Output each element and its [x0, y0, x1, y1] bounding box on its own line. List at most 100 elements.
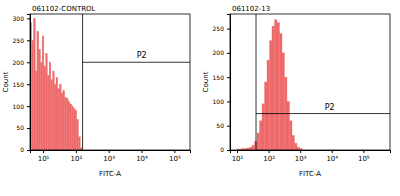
histogram-bar [49, 62, 51, 150]
x-tick-label: 10⁵ [169, 155, 181, 163]
histogram-bar [68, 102, 70, 150]
x-tick-mark [109, 150, 110, 153]
histogram-bar [297, 147, 300, 150]
x-tick: 10⁵ [169, 150, 181, 163]
histogram-bar [51, 80, 53, 150]
x-tick: 10¹ [232, 150, 244, 163]
histogram-bar [61, 93, 63, 150]
x-tick: 10² [71, 150, 83, 163]
x-tick-mark [269, 150, 270, 153]
x-tick-mark [43, 150, 44, 153]
x-tick-label: 10¹ [38, 155, 50, 163]
histogram-bar [70, 104, 72, 150]
gate-label: P2 [325, 103, 335, 112]
y-tick: 250 [213, 25, 230, 32]
histogram-bar [40, 62, 42, 150]
y-tick: 0 [20, 146, 30, 153]
y-tick-label: 300 [13, 15, 25, 22]
y-tick-label: 200 [213, 49, 225, 56]
histogram-bar [252, 145, 254, 150]
histogram-bar [282, 53, 284, 150]
x-axis: 10¹10²10³10⁴10⁵ [31, 150, 191, 163]
histogram-bar [287, 101, 290, 150]
histogram-bar [33, 18, 35, 150]
x-tick-label: 10² [263, 155, 275, 163]
histogram-bar [280, 33, 282, 150]
y-axis: 050100150200250300 [13, 15, 31, 154]
plot-area [30, 14, 190, 150]
y-tick-label: 200 [13, 59, 25, 66]
y-tick: 100 [213, 98, 230, 105]
y-tick-mark [27, 128, 30, 129]
histogram-bar [56, 78, 58, 150]
y-tick-mark [27, 62, 30, 63]
figure: P2 10¹ 10² 10³ 10⁴ 10⁵ 0 50 100 150 200 250 300 06110… [0, 0, 400, 196]
y-tick-label: 50 [216, 122, 224, 129]
histogram-bar [54, 84, 56, 150]
y-tick-label: 0 [220, 146, 224, 153]
y-tick-label: 250 [213, 25, 225, 32]
x-axis-line [31, 151, 191, 154]
y-axis-line [227, 15, 231, 151]
y-tick-mark [27, 106, 30, 107]
histogram-bar [277, 23, 280, 150]
gate-line [256, 14, 257, 150]
histogram-bar [260, 121, 262, 150]
histogram-bar [295, 143, 298, 150]
y-tick: 100 [13, 103, 30, 110]
x-tick: 10⁴ [136, 150, 148, 163]
histogram-bar [44, 67, 46, 150]
x-tick-mark [300, 150, 301, 153]
gate-line [256, 113, 390, 114]
y-axis: 0 50 100 150 200 250 [213, 15, 231, 154]
gate-label: P2 [137, 51, 147, 60]
histogram-bar [59, 84, 61, 150]
histogram-bar [265, 82, 268, 150]
x-tick-label: 10² [71, 155, 83, 163]
histogram-bar [75, 111, 77, 150]
y-tick-label: 0 [20, 146, 24, 153]
y-tick-mark [27, 40, 30, 41]
histogram-bar [58, 89, 60, 150]
y-axis-title: Count [2, 71, 10, 92]
y-tick-label: 50 [16, 124, 24, 131]
y-tick: 300 [13, 15, 30, 22]
y-tick-mark [227, 150, 230, 151]
x-tick-label: 10⁵ [358, 155, 370, 163]
gate-line [82, 14, 83, 150]
y-tick-mark [27, 18, 30, 19]
y-tick-mark [227, 29, 230, 30]
y-tick: 250 [13, 37, 30, 44]
panel: P210¹10²10³10⁴10⁵05010015020025030006110… [2, 5, 191, 178]
gate-line [83, 62, 190, 63]
x-axis-title: FITC-A [99, 170, 121, 178]
x-tick: 10⁵ [358, 150, 370, 163]
x-tick-mark [332, 150, 333, 153]
plot-area [237, 14, 390, 150]
x-tick-label: 10⁴ [136, 155, 148, 163]
histogram-bar [257, 133, 260, 150]
histogram-bar [39, 49, 41, 150]
x-axis: 10¹ 10² 10³ 10⁴ 10⁵ [231, 150, 391, 163]
histogram-bar [65, 97, 67, 150]
histogram-bar [290, 121, 293, 150]
chart-title: 061102-CONTROL [32, 5, 96, 13]
histogram-bar [275, 20, 278, 150]
x-tick-label: 10³ [295, 155, 307, 163]
histogram-bar [73, 108, 75, 150]
histogram-bar [78, 137, 80, 150]
y-axis-title: Count [202, 71, 210, 92]
histogram-bar [35, 71, 37, 150]
x-tick-mark [76, 150, 77, 153]
histogram-bar [267, 60, 269, 150]
plot-frame [230, 14, 390, 150]
x-tick: 10³ [295, 150, 307, 163]
y-tick-label: 100 [13, 103, 25, 110]
x-axis-line [231, 151, 391, 154]
x-tick-label: 10⁴ [326, 155, 338, 163]
y-tick-mark [227, 53, 230, 54]
histogram-bar [46, 53, 48, 150]
x-tick-label: 10¹ [232, 155, 244, 163]
histogram-bar [72, 106, 74, 150]
y-tick: 150 [213, 74, 230, 81]
